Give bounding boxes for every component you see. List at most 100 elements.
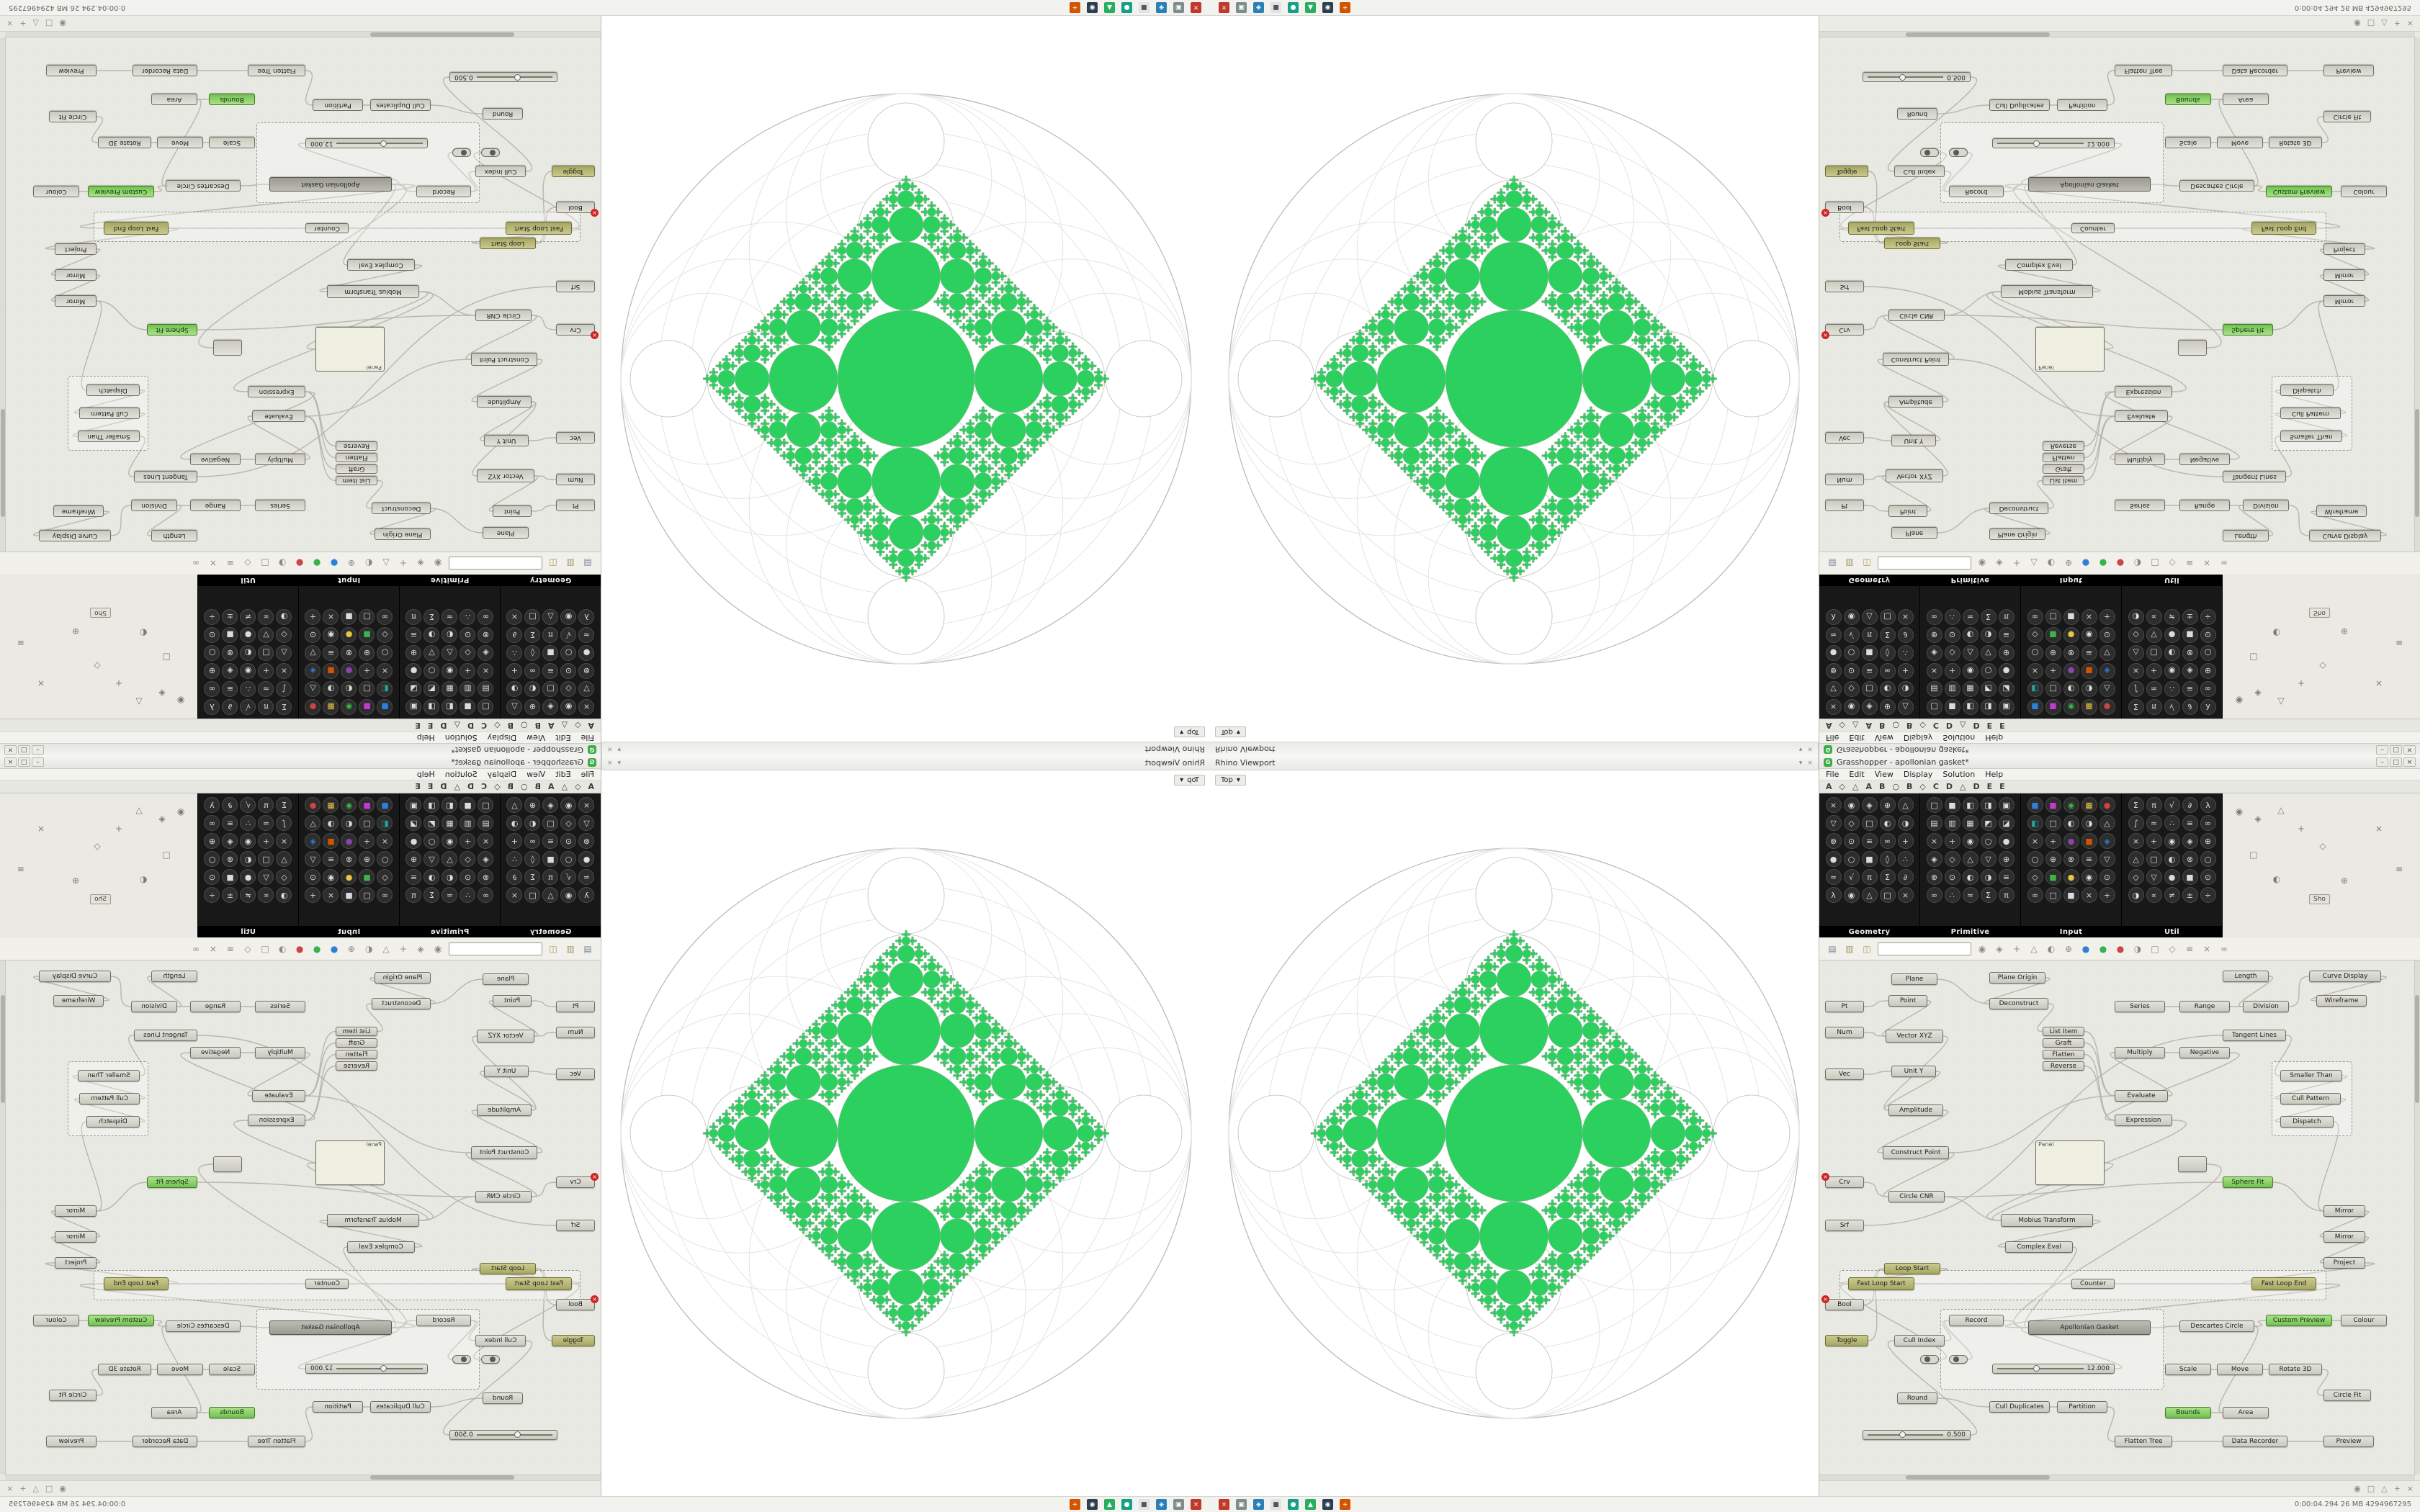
toolbar-icon[interactable]: △ bbox=[2030, 943, 2038, 954]
palette-component-icon[interactable]: Σ bbox=[2128, 699, 2144, 715]
palette-component-icon[interactable]: × bbox=[2128, 663, 2144, 679]
palette-component-icon[interactable]: ≡ bbox=[405, 869, 422, 885]
gh-node[interactable]: Round bbox=[1897, 108, 1937, 120]
palette-component-icon[interactable]: ○ bbox=[1843, 851, 1860, 867]
gh-node[interactable]: Project bbox=[55, 243, 97, 255]
gh-node[interactable]: Dispatch bbox=[2280, 1116, 2334, 1128]
palette-component-icon[interactable]: ⊙ bbox=[460, 627, 476, 643]
ribbon-icon[interactable]: ◉ bbox=[2235, 806, 2244, 816]
palette-component-icon[interactable]: ∴ bbox=[1944, 609, 1960, 625]
palette-component-icon[interactable]: ▦ bbox=[442, 815, 458, 831]
palette-component-icon[interactable]: ■ bbox=[1944, 699, 1960, 715]
gh-node[interactable]: Custom Preview bbox=[2266, 1315, 2332, 1326]
gh-node[interactable]: Mobius Transform bbox=[2001, 1214, 2093, 1227]
palette-component-icon[interactable]: × bbox=[2027, 663, 2043, 679]
palette-component-icon[interactable]: ▽ bbox=[258, 627, 274, 643]
gh-node[interactable]: 12.000 bbox=[1992, 1364, 2115, 1374]
toolbar-icon[interactable]: ◐ bbox=[364, 558, 373, 569]
palette-component-icon[interactable]: × bbox=[2081, 887, 2097, 903]
node-canvas[interactable]: Pt Num Vec Crv × Srf Bool × Toggle Plane Point Vect… bbox=[0, 960, 601, 1480]
toolbar-icon[interactable]: ● bbox=[295, 558, 304, 569]
grasshopper-title-bar[interactable]: G Grasshopper - apollonian gasket* – □ × bbox=[1819, 756, 2420, 769]
component-tab[interactable]: B bbox=[1906, 782, 1913, 791]
gh-node[interactable]: Vec bbox=[1825, 1068, 1864, 1080]
palette-component-icon[interactable]: ⊕ bbox=[204, 833, 220, 849]
palette-component-icon[interactable]: ⊗ bbox=[341, 645, 357, 661]
viewport-window-button[interactable]: ▾ bbox=[1798, 745, 1803, 753]
gh-node[interactable]: Wireframe bbox=[53, 505, 104, 517]
palette-component-icon[interactable]: ◉ bbox=[442, 833, 458, 849]
gh-node[interactable]: Bounds bbox=[2165, 1407, 2211, 1418]
palette-component-icon[interactable]: Σ bbox=[1879, 869, 1896, 885]
palette-component-icon[interactable]: × bbox=[2081, 609, 2097, 625]
component-tab[interactable]: A bbox=[588, 782, 594, 791]
palette-component-icon[interactable]: × bbox=[323, 609, 339, 625]
gh-node[interactable]: Multiply bbox=[2115, 1047, 2165, 1058]
gh-node[interactable]: Unit Y bbox=[484, 1066, 529, 1077]
toolbar-icon[interactable]: △ bbox=[2030, 558, 2038, 569]
palette-component-icon[interactable]: ⊕ bbox=[1879, 797, 1896, 813]
palette-component-icon[interactable]: ◇ bbox=[2128, 869, 2144, 885]
gh-node[interactable]: Dispatch bbox=[86, 384, 140, 396]
scrollbar-thumb[interactable] bbox=[1, 409, 5, 517]
gh-node[interactable]: Evaluate bbox=[2115, 1090, 2168, 1102]
gh-node[interactable]: Cull Duplicates bbox=[1989, 1401, 2050, 1413]
palette-component-icon[interactable]: ◑ bbox=[1897, 815, 1914, 831]
component-tab[interactable]: ○ bbox=[1892, 721, 1899, 730]
taskbar-app-icon[interactable]: ◉ bbox=[1087, 1499, 1098, 1510]
palette-component-icon[interactable]: ◇ bbox=[460, 851, 476, 867]
palette-component-icon[interactable]: ▥ bbox=[460, 815, 476, 831]
menu-item-solution[interactable]: Solution bbox=[444, 733, 478, 742]
palette-component-icon[interactable]: ≡ bbox=[1998, 627, 2015, 643]
palette-component-icon[interactable]: ⊙ bbox=[460, 869, 476, 885]
gh-node[interactable]: Deconstruct bbox=[372, 503, 431, 514]
gh-node[interactable]: Flatten bbox=[336, 453, 377, 462]
palette-component-icon[interactable]: ■ bbox=[323, 663, 339, 679]
palette-component-icon[interactable]: π bbox=[2146, 797, 2162, 813]
taskbar-app-icon[interactable]: ◉ bbox=[1322, 2, 1333, 13]
palette-component-icon[interactable]: ◈ bbox=[222, 833, 238, 849]
palette-component-icon[interactable]: ▤ bbox=[478, 815, 494, 831]
palette-component-icon[interactable]: ≠ bbox=[240, 887, 256, 903]
gh-node[interactable]: Circle CNR bbox=[475, 310, 532, 321]
gh-node[interactable]: Construct Point bbox=[1883, 1146, 1949, 1159]
gh-node[interactable]: Descartes Circle bbox=[166, 1320, 241, 1332]
palette-component-icon[interactable]: ▦ bbox=[2081, 699, 2097, 715]
palette-component-icon[interactable]: ○ bbox=[204, 851, 220, 867]
gh-node[interactable]: Tangent Lines bbox=[134, 1030, 197, 1041]
palette-component-icon[interactable]: ∂ bbox=[1897, 869, 1914, 885]
palette-component-icon[interactable]: ▥ bbox=[460, 681, 476, 697]
gh-node[interactable]: Flatten bbox=[2043, 1050, 2084, 1059]
palette-component-icon[interactable]: ◐ bbox=[442, 627, 458, 643]
palette-component-icon[interactable]: × bbox=[506, 609, 523, 625]
palette-component-icon[interactable]: □ bbox=[359, 609, 375, 625]
ribbon-icon[interactable]: ⊕ bbox=[2340, 876, 2349, 886]
taskbar-app-icon[interactable]: ▲ bbox=[1104, 2, 1115, 13]
palette-component-icon[interactable]: π bbox=[405, 609, 422, 625]
palette-component-icon[interactable]: △ bbox=[2128, 851, 2144, 867]
palette-component-icon[interactable]: ⊙ bbox=[305, 627, 321, 643]
ribbon-icon[interactable]: ◈ bbox=[2254, 814, 2262, 824]
palette-component-icon[interactable]: π bbox=[405, 887, 422, 903]
gh-node[interactable]: Expression bbox=[2115, 386, 2172, 397]
gh-node[interactable]: Move bbox=[2217, 1364, 2263, 1375]
palette-component-icon[interactable]: + bbox=[2099, 887, 2115, 903]
palette-component-icon[interactable]: π bbox=[1861, 627, 1878, 643]
palette-component-icon[interactable]: × bbox=[2027, 833, 2043, 849]
palette-component-icon[interactable]: ≠ bbox=[240, 609, 256, 625]
palette-component-icon[interactable]: ◈ bbox=[1861, 797, 1878, 813]
ribbon-icon[interactable]: ≡ bbox=[2395, 638, 2403, 648]
palette-component-icon[interactable]: ≡ bbox=[542, 663, 559, 679]
slider-track[interactable] bbox=[476, 1431, 552, 1438]
gh-node[interactable]: Descartes Circle bbox=[2179, 180, 2254, 192]
component-tab[interactable]: D bbox=[1973, 721, 1980, 730]
palette-component-icon[interactable]: ⊗ bbox=[222, 851, 238, 867]
palette-component-icon[interactable]: ∞ bbox=[2027, 609, 2043, 625]
palette-component-icon[interactable]: Σ bbox=[424, 609, 440, 625]
palette-component-icon[interactable]: ◧ bbox=[442, 797, 458, 813]
palette-component-icon[interactable]: ≡ bbox=[222, 681, 238, 697]
toolbar-file-icon[interactable]: ▥ bbox=[1845, 558, 1854, 569]
viewport-title-bar[interactable]: Rhino Viewport ▾ × bbox=[1210, 756, 1818, 770]
palette-group-label[interactable]: Input bbox=[2021, 575, 2121, 586]
gh-node[interactable]: Complex Eval bbox=[347, 259, 415, 271]
